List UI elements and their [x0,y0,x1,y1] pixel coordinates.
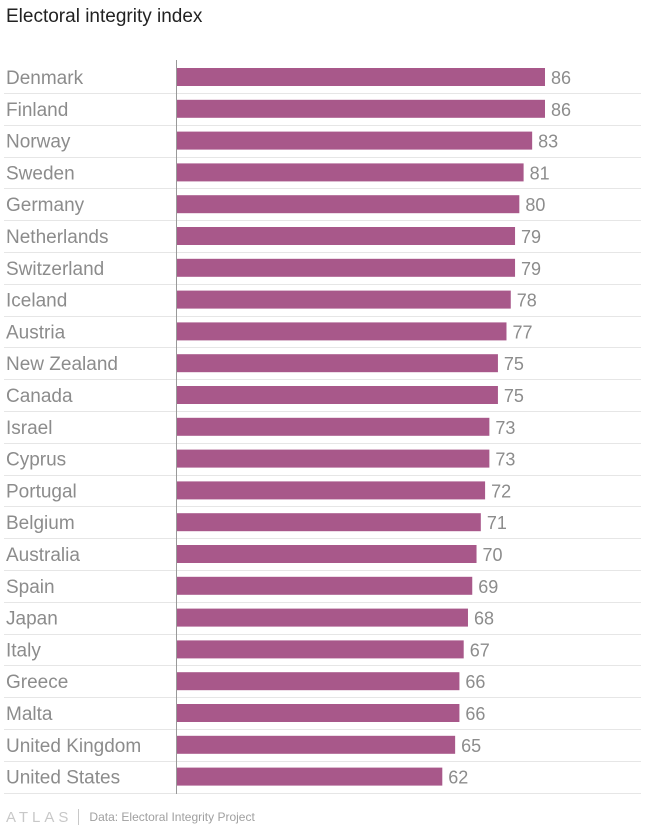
category-label: Finland [6,100,68,121]
bar [177,386,498,404]
bar [177,481,486,500]
data-label: 68 [474,609,494,629]
bar [177,576,473,595]
data-label: 80 [525,195,545,215]
bar [177,354,498,373]
bar [177,513,481,532]
data-label: 81 [530,163,550,183]
footer: ATLAS Data: Electoral Integrity Project [6,808,255,826]
category-label: Belgium [6,513,75,534]
category-label: Italy [6,640,41,661]
data-label: 66 [465,672,485,692]
data-label: 70 [483,545,503,565]
category-label: United States [6,768,120,789]
category-label: Norway [6,132,71,153]
gridlines: Denmark Finland Norway Sweden Germany Netherl… [4,68,641,794]
data-label: 83 [538,132,558,152]
bar [177,99,545,118]
bar [177,227,516,245]
data-label: 77 [512,322,532,342]
category-label: Australia [6,545,80,566]
bar [177,131,533,150]
bar [177,68,545,86]
bar [177,290,511,309]
category-label: Sweden [6,163,75,184]
category-label: Spain [6,577,55,598]
data-label: 78 [517,291,537,311]
category-label: Canada [6,386,73,407]
category-label: Israel [6,418,52,439]
data-label: 79 [521,259,541,279]
data-label: 86 [551,68,571,88]
bar [177,608,468,627]
bar-chart: Denmark Finland Norway Sweden Germany Netherl… [4,60,641,794]
category-label: United Kingdom [6,736,141,757]
bar [177,417,490,436]
bar [177,767,443,786]
data-label: 62 [448,768,468,788]
category-label: Portugal [6,481,77,502]
data-label: 79 [521,227,541,247]
data-label: 71 [487,513,507,533]
data-label: 73 [495,450,515,470]
bar [177,545,477,563]
category-label: Denmark [6,68,84,89]
bar [177,195,520,214]
data-label: 66 [465,704,485,724]
bars: 86 86 83 81 80 79 79 78 77 75 75 73 73 72 71 70 69 68 67 66… [177,68,571,788]
bar [177,322,507,341]
category-label: Malta [6,704,53,725]
data-label: 65 [461,736,481,756]
category-label: Netherlands [6,227,108,248]
category-label: Germany [6,195,85,216]
bar [177,704,460,722]
data-label: 75 [504,354,524,374]
category-label: New Zealand [6,354,118,375]
data-label: 73 [495,418,515,438]
source-note: Data: Electoral Integrity Project [89,810,255,824]
category-label: Japan [6,609,58,630]
category-label: Cyprus [6,450,66,471]
data-label: 72 [491,481,511,501]
category-label: Iceland [6,291,67,312]
category-label: Switzerland [6,259,104,280]
footer-divider [78,809,80,825]
data-label: 67 [470,640,490,660]
data-label: 75 [504,386,524,406]
category-label: Greece [6,672,68,693]
category-label: Austria [6,322,66,343]
bar [177,640,464,659]
bar [177,258,516,277]
data-label: 69 [478,577,498,597]
bar [177,449,490,468]
data-label: 86 [551,100,571,120]
bar [177,163,524,182]
bar [177,735,456,754]
atlas-logo: ATLAS [6,808,73,826]
bar [177,672,460,691]
chart-title: Electoral integrity index [6,6,203,27]
